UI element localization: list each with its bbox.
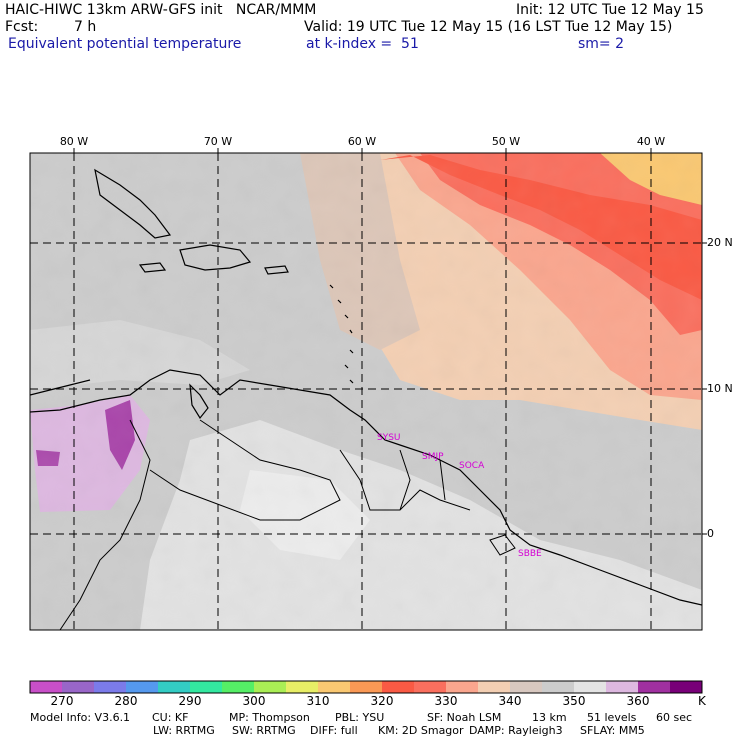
colorbar-swatch: [574, 681, 607, 693]
coastlines: [30, 168, 702, 630]
footer-model-info: Model Info: V3.6.1: [30, 711, 131, 724]
station-smjp: SMJP: [422, 452, 444, 462]
colorbar-tick-label: 360: [626, 694, 650, 708]
colorbar-tick-label: 320: [370, 694, 394, 708]
lon-label-70w: 70 W: [203, 135, 233, 148]
colorbar-swatch: [190, 681, 223, 693]
colorbar-swatch: [254, 681, 287, 693]
colorbar: [29, 680, 703, 694]
vertical-level: at k-index = 51: [306, 36, 419, 52]
lat-label-0: 0: [707, 527, 714, 540]
colorbar-swatch: [478, 681, 511, 693]
colorbar-tick-label: 350: [562, 694, 586, 708]
colorbar-swatch: [318, 681, 351, 693]
footer-sflay: SFLAY: MM5: [580, 724, 645, 737]
colorbar-swatch: [414, 681, 447, 693]
colorbar-swatch: [158, 681, 191, 693]
lat-lon-grid: [30, 153, 702, 630]
map-frame: [29, 152, 703, 631]
lon-label-40w: 40 W: [636, 135, 666, 148]
model-title: HAIC-HIWC 13km ARW-GFS init NCAR/MMM: [5, 2, 317, 18]
colorbar-swatch: [638, 681, 671, 693]
forecast-hour: 7 h: [74, 19, 97, 35]
colorbar-swatch: [446, 681, 479, 693]
colorbar-swatch: [286, 681, 319, 693]
smoothing-value: sm= 2: [578, 36, 625, 52]
colorbar-swatch: [670, 681, 703, 693]
lon-label-80w: 80 W: [59, 135, 89, 148]
station-soca: SOCA: [459, 461, 485, 471]
colorbar-tick-label: 340: [498, 694, 522, 708]
lat-label-20n: 20 N: [707, 236, 733, 249]
footer-lw: LW: RRTMG: [153, 724, 215, 737]
colorbar-frame: [29, 680, 703, 694]
init-time: Init: 12 UTC Tue 12 May 15: [516, 2, 704, 18]
station-sbbe: SBBE: [518, 549, 542, 559]
theta-e-field: [30, 153, 702, 630]
forecast-label: Fcst:: [5, 19, 39, 35]
colorbar-tick-label: 310: [306, 694, 330, 708]
footer-sw: SW: RRTMG: [232, 724, 296, 737]
lon-label-60w: 60 W: [347, 135, 377, 148]
footer-sf: SF: Noah LSM: [427, 711, 502, 724]
colorbar-swatch: [350, 681, 383, 693]
colorbar-swatch: [606, 681, 639, 693]
colorbar-swatch: [30, 681, 63, 693]
footer-timestep: 60 sec: [656, 711, 693, 724]
colorbar-swatch: [222, 681, 255, 693]
colorbar-tick-label: 280: [114, 694, 138, 708]
grid-ticks: [73, 148, 707, 535]
colorbar-tick-label: 290: [178, 694, 202, 708]
colorbar-swatch: [94, 681, 127, 693]
colorbar-tick-label: 270: [50, 694, 74, 708]
lat-label-10n: 10 N: [707, 382, 733, 395]
footer-cu: CU: KF: [152, 711, 189, 724]
station-sysu: SYSU: [377, 433, 401, 443]
valid-time: Valid: 19 UTC Tue 12 May 15 (16 LST Tue …: [304, 19, 673, 35]
colorbar-swatch: [126, 681, 159, 693]
colorbar-tick-label: 300: [242, 694, 266, 708]
colorbar-tick-label: 330: [434, 694, 458, 708]
colorbar-swatch: [62, 681, 95, 693]
colorbar-unit: K: [698, 694, 706, 708]
footer-diff: DIFF: full: [310, 724, 358, 737]
footer-mp: MP: Thompson: [229, 711, 310, 724]
colorbar-swatch: [382, 681, 415, 693]
footer-resolution: 13 km: [532, 711, 567, 724]
lon-label-50w: 50 W: [491, 135, 521, 148]
field-name: Equivalent potential temperature: [8, 36, 242, 52]
footer-km: KM: 2D Smagor: [378, 724, 464, 737]
colorbar-swatch: [510, 681, 543, 693]
footer-levels: 51 levels: [587, 711, 637, 724]
footer-pbl: PBL: YSU: [335, 711, 385, 724]
colorbar-swatch: [542, 681, 575, 693]
footer-damp: DAMP: Rayleigh3: [469, 724, 563, 737]
